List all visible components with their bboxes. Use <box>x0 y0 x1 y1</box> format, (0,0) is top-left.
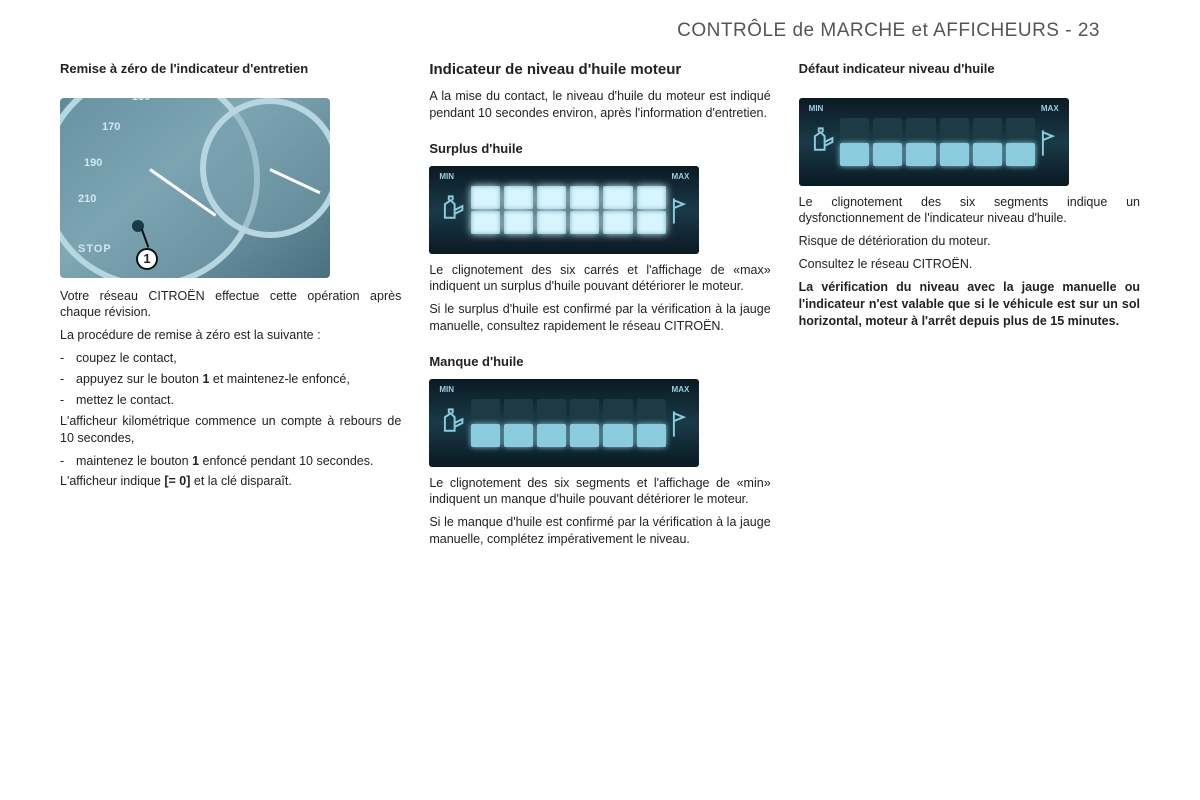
lcd-manque: MIN MAX <box>429 379 699 467</box>
para: L'afficheur indique [= 0] et la clé disp… <box>60 473 401 490</box>
para-warning: La vérification du niveau avec la jauge … <box>799 279 1140 330</box>
lcd-surplus: MIN MAX <box>429 166 699 254</box>
oil-can-icon <box>441 190 466 230</box>
gauge-tick: 150 <box>132 98 150 105</box>
bullet: -appuyez sur le bouton 1 et maintenez-le… <box>60 371 401 388</box>
lcd-max-label: MAX <box>672 172 690 183</box>
column-3: Défaut indicateur niveau d'huile MIN MAX… <box>799 60 1140 554</box>
flag-icon <box>1039 122 1057 162</box>
bullet: -maintenez le bouton 1 enfoncé pendant 1… <box>60 453 401 470</box>
gauge-tick: 190 <box>84 156 102 171</box>
para: Si le manque d'huile est confirmé par la… <box>429 514 770 548</box>
callout-1: 1 <box>136 248 158 270</box>
para: Le clignotement des six segments et l'af… <box>429 475 770 509</box>
para: La procédure de remise à zéro est la sui… <box>60 327 401 344</box>
lcd-min-label: MIN <box>809 104 824 115</box>
flag-icon <box>670 190 688 230</box>
para: Le clignotement des six carrés et l'affi… <box>429 262 770 296</box>
lcd-defaut: MIN MAX <box>799 98 1069 186</box>
flag-icon <box>670 403 688 443</box>
oil-can-icon <box>441 403 466 443</box>
bullet: -mettez le contact. <box>60 392 401 409</box>
oil-can-icon <box>811 122 836 162</box>
gauge-stop-label: STOP <box>78 242 112 257</box>
column-1: Remise à zéro de l'indicateur d'entretie… <box>60 60 401 554</box>
gauge-tick: 170 <box>102 120 120 135</box>
lcd-max-label: MAX <box>1041 104 1059 115</box>
gauge-tick: 210 <box>78 192 96 207</box>
manque-heading: Manque d'huile <box>429 353 770 371</box>
para: A la mise du contact, le niveau d'huile … <box>429 88 770 122</box>
bullet: -coupez le contact, <box>60 350 401 367</box>
lcd-min-label: MIN <box>439 385 454 396</box>
para: Si le surplus d'huile est confirmé par l… <box>429 301 770 335</box>
para: Le clignotement des six segments indique… <box>799 194 1140 228</box>
para: Risque de détérioration du moteur. <box>799 233 1140 250</box>
para: L'afficheur kilométrique commence un com… <box>60 413 401 447</box>
para: Votre réseau CITROËN effectue cette opér… <box>60 288 401 322</box>
reset-heading: Remise à zéro de l'indicateur d'entretie… <box>60 60 401 78</box>
para: Consultez le réseau CITROËN. <box>799 256 1140 273</box>
oil-level-heading: Indicateur de niveau d'huile moteur <box>429 60 770 80</box>
lcd-max-label: MAX <box>672 385 690 396</box>
lcd-min-label: MIN <box>439 172 454 183</box>
content-columns: Remise à zéro de l'indicateur d'entretie… <box>60 60 1140 554</box>
gauge-figure: 150 170 190 210 STOP 1 <box>60 98 330 278</box>
surplus-heading: Surplus d'huile <box>429 140 770 158</box>
defaut-heading: Défaut indicateur niveau d'huile <box>799 60 1140 78</box>
column-2: Indicateur de niveau d'huile moteur A la… <box>429 60 770 554</box>
page-title: CONTRÔLE de MARCHE et AFFICHEURS - 23 <box>60 20 1140 42</box>
